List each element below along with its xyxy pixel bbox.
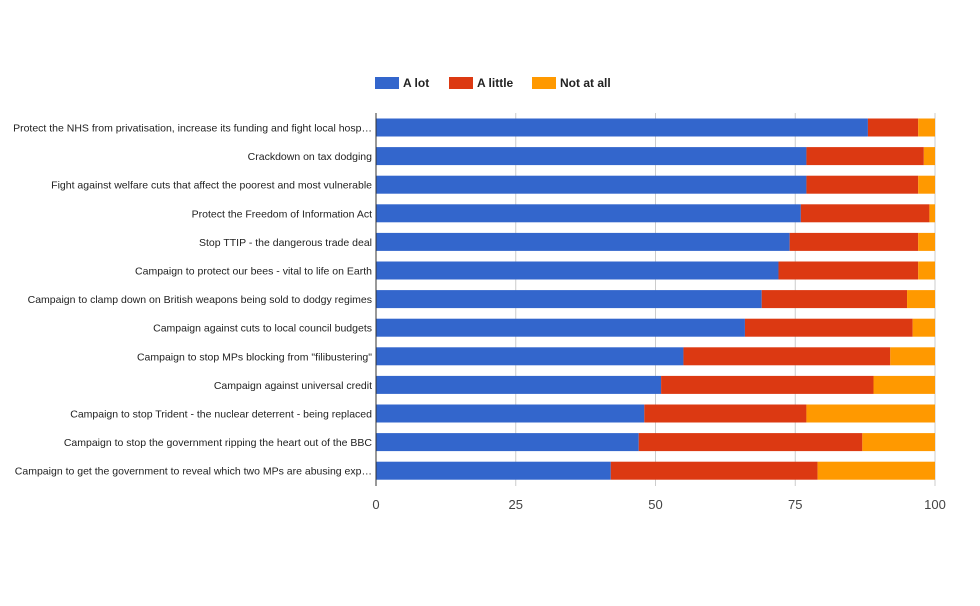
bar-not-at-all[interactable] (912, 318, 935, 337)
category-label: Crackdown on tax dodging (248, 151, 372, 163)
category-label: Protect the Freedom of Information Act (192, 208, 372, 220)
category-label: Campaign to stop MPs blocking from "fili… (137, 351, 372, 363)
bar-a-little[interactable] (789, 232, 919, 251)
legend-label-a-lot[interactable]: A lot (403, 76, 429, 90)
bar-not-at-all[interactable] (918, 261, 935, 280)
category-label: Fight against welfare cuts that affect t… (51, 180, 372, 192)
bars (376, 118, 935, 480)
bar-a-lot[interactable] (376, 175, 807, 194)
category-label: Campaign to clamp down on British weapon… (28, 294, 372, 306)
bar-a-lot[interactable] (376, 290, 762, 309)
legend-swatch-a-little (449, 77, 473, 89)
bar-not-at-all[interactable] (873, 375, 935, 394)
bar-a-lot[interactable] (376, 204, 801, 223)
bar-a-little[interactable] (638, 433, 863, 452)
bar-a-little[interactable] (661, 375, 874, 394)
category-labels: Protect the NHS from privatisation, incr… (13, 123, 372, 478)
bar-not-at-all[interactable] (862, 433, 935, 452)
bar-not-at-all[interactable] (890, 347, 935, 366)
legend-label-not-at-all[interactable]: Not at all (560, 76, 611, 90)
category-label: Protect the NHS from privatisation, incr… (13, 123, 372, 135)
legend-swatch-not-at-all (532, 77, 556, 89)
category-label: Campaign to stop the government ripping … (64, 437, 373, 449)
bar-a-lot[interactable] (376, 404, 645, 423)
legend-label-a-little[interactable]: A little (477, 76, 514, 90)
bar-a-lot[interactable] (376, 318, 745, 337)
bar-not-at-all[interactable] (923, 147, 935, 166)
bar-not-at-all[interactable] (817, 461, 935, 480)
bar-not-at-all[interactable] (918, 118, 935, 137)
bar-a-little[interactable] (806, 175, 919, 194)
bar-a-little[interactable] (778, 261, 919, 280)
bar-a-lot[interactable] (376, 375, 662, 394)
bar-a-little[interactable] (761, 290, 908, 309)
bar-a-little[interactable] (806, 147, 924, 166)
category-label: Stop TTIP - the dangerous trade deal (199, 237, 372, 249)
bar-a-lot[interactable] (376, 461, 611, 480)
x-tick-label: 50 (648, 497, 662, 512)
bar-a-lot[interactable] (376, 261, 779, 280)
bar-a-lot[interactable] (376, 347, 684, 366)
bar-a-little[interactable] (744, 318, 913, 337)
category-label: Campaign to protect our bees - vital to … (135, 266, 372, 278)
bar-a-little[interactable] (867, 118, 919, 137)
bar-a-little[interactable] (800, 204, 930, 223)
category-label: Campaign to stop Trident - the nuclear d… (70, 409, 372, 421)
bar-not-at-all[interactable] (918, 232, 935, 251)
bar-a-lot[interactable] (376, 118, 868, 137)
legend-swatch-a-lot (375, 77, 399, 89)
bar-a-lot[interactable] (376, 232, 790, 251)
legend[interactable]: A lot A little Not at all (375, 76, 611, 90)
bar-not-at-all[interactable] (929, 204, 935, 223)
x-tick-label: 100 (924, 497, 946, 512)
x-tick-label: 0 (372, 497, 379, 512)
x-tick-label: 75 (788, 497, 802, 512)
bar-not-at-all[interactable] (806, 404, 935, 423)
x-axis: 0 25 50 75 100 (372, 113, 946, 512)
x-tick-label: 25 (509, 497, 523, 512)
category-label: Campaign against cuts to local council b… (153, 323, 372, 335)
bar-a-lot[interactable] (376, 147, 807, 166)
category-label: Campaign to get the government to reveal… (15, 466, 372, 478)
bar-a-little[interactable] (683, 347, 891, 366)
bar-a-little[interactable] (610, 461, 818, 480)
category-label: Campaign against universal credit (214, 380, 372, 392)
bar-not-at-all[interactable] (918, 175, 935, 194)
bar-a-lot[interactable] (376, 433, 639, 452)
bar-not-at-all[interactable] (907, 290, 935, 309)
bar-a-little[interactable] (644, 404, 807, 423)
